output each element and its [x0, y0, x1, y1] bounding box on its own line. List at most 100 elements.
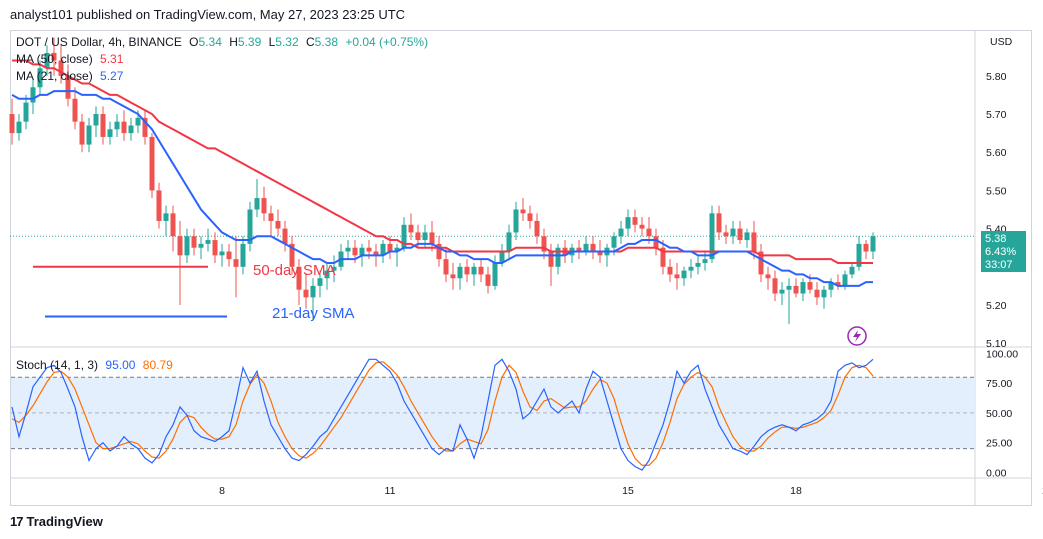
ma50-legend: MA (50, close) 5.31 — [16, 52, 127, 66]
candle-body — [184, 236, 190, 256]
open-label: O — [189, 35, 199, 49]
candle-body — [457, 266, 463, 279]
candle-body — [485, 274, 491, 286]
currency-label: USD — [990, 36, 1013, 48]
candle-body — [121, 121, 127, 134]
candle-body — [499, 251, 505, 263]
ma50-value: 5.31 — [100, 52, 124, 66]
sma50-annotation: 50-day SMA — [253, 262, 336, 279]
price-tick-label: 5.20 — [986, 300, 1007, 312]
stoch-tick-label: 75.00 — [986, 378, 1012, 390]
bar-countdown: 33:07 — [985, 259, 1013, 271]
candle-body — [443, 259, 449, 275]
candle-body — [758, 251, 764, 275]
candle-body — [268, 213, 274, 221]
candle-body — [527, 213, 533, 221]
candle-body — [842, 274, 848, 286]
time-tick-label: 15 — [622, 485, 634, 497]
low-label: L — [268, 35, 276, 49]
symbol-name: DOT / US Dollar, 4h, BINANCE — [16, 35, 182, 49]
candle-body — [401, 224, 407, 248]
candle-body — [555, 247, 561, 267]
candle-body — [163, 213, 169, 221]
candle-body — [786, 285, 792, 290]
candle-body — [534, 220, 540, 237]
stoch-tick-label: 100.00 — [986, 348, 1018, 360]
candle-body — [618, 228, 624, 237]
candle-body — [807, 282, 813, 290]
stoch-tick-label: 50.00 — [986, 408, 1012, 420]
candle-body — [436, 243, 442, 260]
last-price-tag: 5.38 6.43% 33:07 — [981, 231, 1026, 272]
candle-body — [751, 232, 757, 252]
candle-body — [793, 285, 799, 294]
low-value: 5.32 — [275, 35, 299, 49]
candle-body — [730, 228, 736, 237]
candle-body — [716, 213, 722, 233]
candle-body — [219, 251, 225, 256]
stoch-band — [11, 377, 975, 449]
candle-body — [128, 125, 134, 134]
price-tick-label: 5.50 — [986, 185, 1007, 197]
candle-body — [765, 274, 771, 279]
candle-body — [254, 198, 260, 210]
stoch-tick-label: 0.00 — [986, 467, 1007, 479]
candle-body — [345, 247, 351, 252]
stoch-d-value: 80.79 — [142, 358, 173, 372]
candle-body — [149, 136, 155, 191]
candle-body — [625, 217, 631, 229]
candle-body — [93, 114, 99, 126]
candle-body — [408, 224, 414, 233]
candle-body — [513, 209, 519, 233]
candle-body — [156, 190, 162, 221]
chart-frame — [10, 30, 1032, 506]
change-value: +0.04 (+0.75%) — [345, 35, 429, 49]
candle-body — [394, 247, 400, 252]
ma21-legend: MA (21, close) 5.27 — [16, 69, 127, 83]
candle-body — [828, 282, 834, 290]
stoch-k-line — [11, 358, 874, 471]
candle-body — [415, 232, 421, 241]
candle-body — [366, 247, 372, 252]
candle-body — [772, 278, 778, 294]
candle-body — [142, 117, 148, 137]
candle-body — [387, 243, 393, 252]
candle-body — [478, 266, 484, 275]
candle-body — [100, 114, 106, 137]
candle-body — [814, 289, 820, 298]
candle-body — [723, 232, 729, 237]
candle-body — [9, 114, 15, 134]
time-tick-label: 8 — [219, 485, 225, 497]
tradingview-logo[interactable]: 17 TradingView — [10, 514, 103, 529]
candle-body — [597, 251, 603, 256]
candle-body — [310, 285, 316, 298]
candle-body — [660, 247, 666, 267]
candle-body — [51, 52, 57, 61]
candle-body — [30, 87, 36, 103]
stoch-k-value: 95.00 — [105, 358, 136, 372]
candle-body — [702, 259, 708, 263]
candle-body — [849, 266, 855, 275]
candle-body — [646, 228, 652, 237]
candle-body — [44, 52, 50, 69]
last-change-pct: 6.43% — [985, 246, 1017, 258]
candle-body — [282, 228, 288, 244]
ma21-line — [11, 90, 873, 287]
ma21-label: MA (21, close) — [16, 69, 93, 83]
candle-body — [37, 68, 43, 88]
high-label: H — [229, 35, 238, 49]
candle-body — [191, 236, 197, 248]
candle-body — [86, 125, 92, 145]
candle-body — [464, 266, 470, 275]
published-line: analyst101 published on TradingView.com,… — [10, 7, 406, 22]
price-tick-label: 5.60 — [986, 147, 1007, 159]
candle-body — [800, 282, 806, 294]
candle-body — [135, 117, 141, 126]
candle-body — [695, 262, 701, 267]
candle-body — [289, 243, 295, 267]
candle-body — [23, 102, 29, 122]
stoch-legend: Stoch (14, 1, 3) 95.00 80.79 — [16, 358, 177, 372]
candle-body — [352, 247, 358, 256]
sma21-annotation: 21-day SMA — [272, 305, 355, 322]
